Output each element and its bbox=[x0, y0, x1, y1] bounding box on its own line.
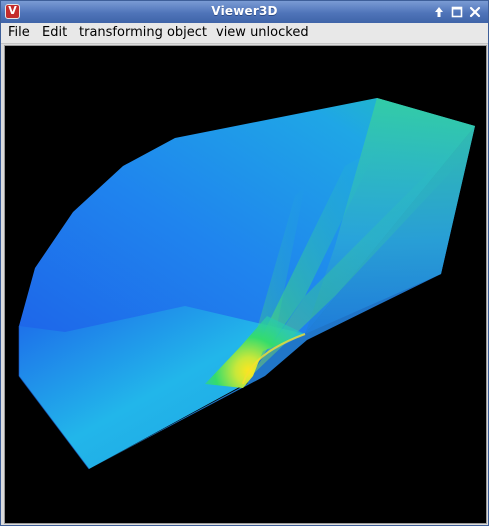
model-edge bbox=[18, 375, 90, 470]
model-front-face bbox=[19, 306, 305, 469]
stress-hotspot bbox=[205, 316, 305, 388]
close-icon[interactable] bbox=[468, 5, 482, 19]
3d-viewport[interactable] bbox=[4, 45, 487, 524]
menu-transforming-object[interactable]: transforming object bbox=[79, 25, 208, 40]
menu-bar: File Edit transforming object view unloc… bbox=[1, 23, 488, 44]
3d-model-render[interactable] bbox=[5, 46, 486, 523]
title-bar[interactable]: V Viewer3D bbox=[1, 1, 488, 23]
window-title: Viewer3D bbox=[211, 4, 278, 18]
stress-ray bbox=[249, 146, 475, 378]
app-icon[interactable]: V bbox=[5, 4, 20, 19]
up-arrow-icon[interactable] bbox=[432, 5, 446, 19]
app-icon-letter: V bbox=[8, 4, 17, 17]
menu-edit[interactable]: Edit bbox=[42, 25, 68, 40]
maximize-icon[interactable] bbox=[450, 5, 464, 19]
notch-edge bbox=[242, 333, 306, 385]
menu-file[interactable]: File bbox=[8, 25, 30, 40]
menu-view-unlocked[interactable]: view unlocked bbox=[216, 25, 309, 40]
